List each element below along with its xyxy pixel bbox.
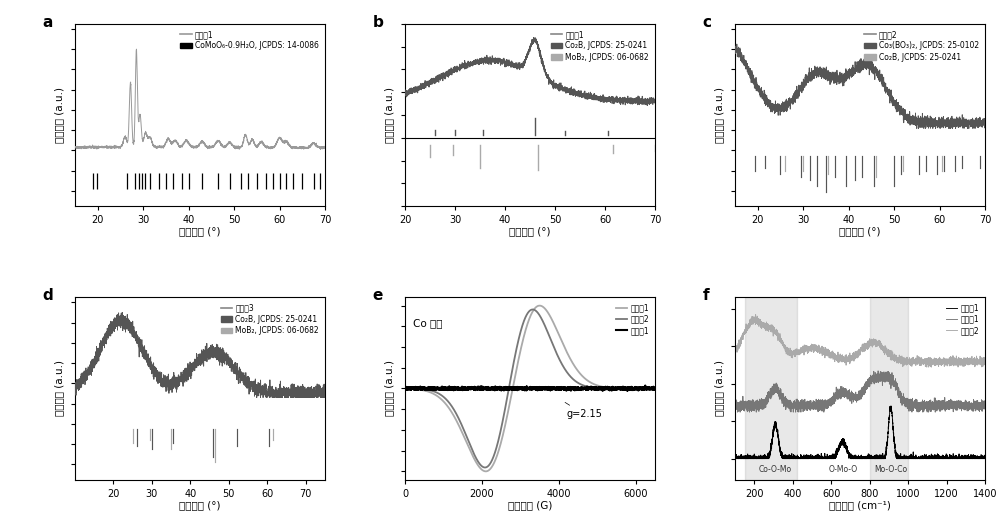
实施例1 — [959, 403, 971, 410]
X-axis label: 衰射角度 (°): 衰射角度 (°) — [839, 227, 881, 236]
对比例2 — [834, 356, 846, 363]
对比例1 — [518, 385, 530, 392]
实施例1 — [480, 468, 492, 474]
实施例1 — [504, 399, 516, 405]
实施例1 — [581, 377, 593, 383]
实施例1 — [534, 303, 546, 309]
实施例1 — [399, 385, 411, 392]
对比例1 — [836, 440, 848, 447]
Text: e: e — [372, 288, 383, 303]
Legend: 对比例3, Co₂B, JCPDS: 25-0241, MoB₂, JCPDS: 06-0682: 对比例3, Co₂B, JCPDS: 25-0241, MoB₂, JCPDS:… — [218, 301, 321, 337]
对比例1 — [834, 443, 846, 449]
实施例1 — [872, 368, 884, 374]
对比例1 — [971, 455, 983, 462]
实施例1 — [836, 390, 848, 396]
Text: c: c — [702, 15, 712, 30]
Text: Co-O-Mo: Co-O-Mo — [759, 465, 792, 474]
Line: 实施例1: 实施例1 — [405, 306, 655, 471]
对比例2 — [911, 356, 923, 362]
实施例1 — [641, 385, 653, 392]
实施例1 — [911, 403, 923, 410]
Y-axis label: 衰射强度 (a.u.): 衰射强度 (a.u.) — [55, 87, 65, 143]
Legend: 对比例2, Co₃(BO₃)₂, JCPDS: 25-0102, Co₂B, JCPDS: 25-0241: 对比例2, Co₃(BO₃)₂, JCPDS: 25-0102, Co₂B, J… — [862, 28, 981, 64]
对比例2 — [729, 349, 741, 356]
Y-axis label: 衰射强度 (a.u.): 衰射强度 (a.u.) — [715, 87, 725, 143]
对比例1 — [885, 403, 897, 409]
对比例2 — [518, 318, 530, 324]
Line: 对比例1: 对比例1 — [405, 385, 655, 391]
Y-axis label: 信号强度 (a.u.): 信号强度 (a.u.) — [385, 360, 395, 417]
对比例2 — [506, 368, 518, 374]
实施例1 — [834, 392, 846, 399]
对比例2 — [848, 353, 860, 359]
实施例1 — [979, 401, 991, 408]
Text: Mo-O-Co: Mo-O-Co — [874, 465, 907, 474]
对比例2 — [581, 383, 593, 390]
对比例2 — [649, 385, 661, 392]
对比例2 — [629, 385, 641, 392]
对比例1 — [399, 385, 411, 391]
对比例2 — [971, 356, 983, 363]
对比例1 — [597, 388, 609, 394]
X-axis label: 拉曼位移 (cm⁻¹): 拉曼位移 (cm⁻¹) — [829, 500, 891, 510]
实施例1 — [732, 409, 744, 416]
对比例2 — [750, 312, 762, 318]
对比例2 — [399, 385, 411, 392]
对比例2 — [921, 364, 933, 370]
Text: d: d — [42, 288, 53, 303]
Text: f: f — [702, 288, 709, 303]
对比例2 — [479, 464, 491, 471]
实施例1 — [848, 394, 860, 400]
对比例1 — [506, 385, 518, 391]
Line: 对比例2: 对比例2 — [405, 310, 655, 467]
对比例1 — [959, 452, 971, 458]
Y-axis label: 衰射强度 (a.u.): 衰射强度 (a.u.) — [55, 360, 65, 417]
对比例2 — [979, 358, 991, 365]
Y-axis label: 衰射强度 (a.u.): 衰射强度 (a.u.) — [385, 87, 395, 143]
Legend: 对比例1, CoMoO₆-0.9H₂O, JCPDS: 14-0086: 对比例1, CoMoO₆-0.9H₂O, JCPDS: 14-0086 — [178, 28, 321, 52]
对比例1 — [979, 455, 991, 462]
Bar — [745, 297, 797, 480]
X-axis label: 磁场强度 (G): 磁场强度 (G) — [508, 500, 552, 510]
对比例2 — [527, 306, 539, 313]
Text: Co 空位: Co 空位 — [413, 319, 442, 329]
Line: 对比例1: 对比例1 — [735, 406, 985, 458]
X-axis label: 衰射角度 (°): 衰射角度 (°) — [509, 227, 551, 236]
Legend: 对比例1, 实施例1, 对比例2: 对比例1, 实施例1, 对比例2 — [943, 301, 981, 337]
Text: a: a — [42, 15, 53, 30]
Line: 对比例2: 对比例2 — [735, 315, 985, 367]
实施例1 — [629, 385, 641, 392]
实施例1 — [971, 403, 983, 409]
对比例2 — [504, 378, 516, 385]
Line: 实施例1: 实施例1 — [735, 371, 985, 412]
对比例1 — [581, 385, 593, 391]
对比例1 — [641, 386, 653, 392]
实施例1 — [518, 333, 530, 340]
对比例2 — [959, 357, 971, 363]
Legend: 实施例1, 对比例2, 对比例1: 实施例1, 对比例2, 对比例1 — [613, 301, 651, 337]
对比例1 — [729, 455, 741, 462]
Bar — [870, 297, 908, 480]
对比例2 — [836, 354, 848, 360]
对比例1 — [639, 382, 651, 388]
对比例1 — [911, 455, 923, 462]
对比例2 — [641, 385, 653, 392]
对比例1 — [629, 386, 641, 392]
对比例1 — [649, 385, 661, 391]
实施例1 — [506, 388, 518, 395]
对比例1 — [504, 386, 516, 393]
Y-axis label: 拉曼强度 (a.u.): 拉曼强度 (a.u.) — [715, 360, 725, 417]
Text: b: b — [372, 15, 383, 30]
对比例1 — [729, 454, 741, 461]
实施例1 — [729, 402, 741, 408]
实施例1 — [649, 385, 661, 392]
Text: O-Mo-O: O-Mo-O — [828, 465, 857, 474]
X-axis label: 衰射角度 (°): 衰射角度 (°) — [179, 500, 221, 510]
X-axis label: 衰射角度 (°): 衰射角度 (°) — [179, 227, 221, 236]
对比例1 — [848, 455, 860, 462]
Legend: 实施例1, Co₂B, JCPDS: 25-0241, MoB₂, JCPDS: 06-0682: 实施例1, Co₂B, JCPDS: 25-0241, MoB₂, JCPDS:… — [548, 28, 651, 64]
Text: g=2.15: g=2.15 — [565, 402, 602, 420]
